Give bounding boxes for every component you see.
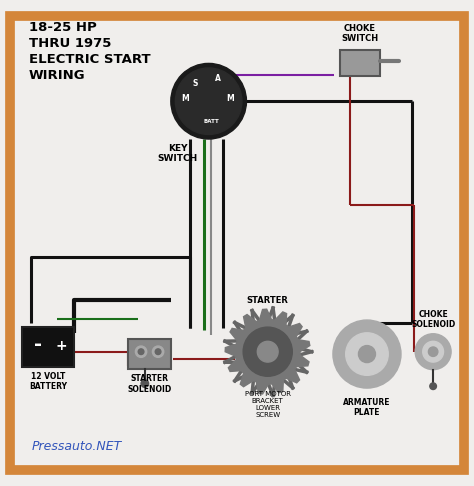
Text: CHOKE
SOLENOID: CHOKE SOLENOID [411,310,455,329]
Text: +: + [55,339,67,352]
Circle shape [155,349,161,354]
Text: 18-25 HP
THRU 1975
ELECTRIC START
WIRING: 18-25 HP THRU 1975 ELECTRIC START WIRING [29,21,151,82]
Text: BATT: BATT [203,119,219,123]
Text: -: - [34,335,42,354]
Circle shape [138,349,144,354]
Circle shape [428,347,438,356]
Text: ARMATURE
PLATE: ARMATURE PLATE [343,398,391,417]
FancyBboxPatch shape [10,16,464,470]
Circle shape [423,341,444,362]
Circle shape [171,63,246,139]
Text: S: S [193,79,198,88]
Circle shape [415,334,451,370]
Circle shape [153,346,164,357]
Text: M: M [226,94,234,104]
Circle shape [257,341,278,362]
Circle shape [175,68,242,135]
Circle shape [243,327,292,376]
Text: A: A [215,74,221,83]
Circle shape [430,383,437,389]
Text: M: M [181,94,189,104]
FancyBboxPatch shape [340,51,380,76]
Text: KEY
SWITCH: KEY SWITCH [158,144,198,163]
Text: CHOKE
SWITCH: CHOKE SWITCH [341,24,378,43]
Circle shape [358,346,375,363]
FancyBboxPatch shape [22,327,74,367]
Polygon shape [225,309,310,394]
Text: 12 VOLT
BATTERY: 12 VOLT BATTERY [29,372,67,391]
Text: Pressauto.NET: Pressauto.NET [31,440,122,453]
Circle shape [333,320,401,388]
Text: PORT MOTOR
BRACKET
LOWER
SCREW: PORT MOTOR BRACKET LOWER SCREW [245,391,291,418]
Circle shape [136,346,147,357]
Circle shape [141,380,149,387]
Circle shape [346,333,388,375]
Circle shape [236,320,300,384]
Text: STARTER: STARTER [247,296,289,305]
Text: STARTER
SOLENOID: STARTER SOLENOID [128,374,172,394]
FancyBboxPatch shape [128,339,171,369]
